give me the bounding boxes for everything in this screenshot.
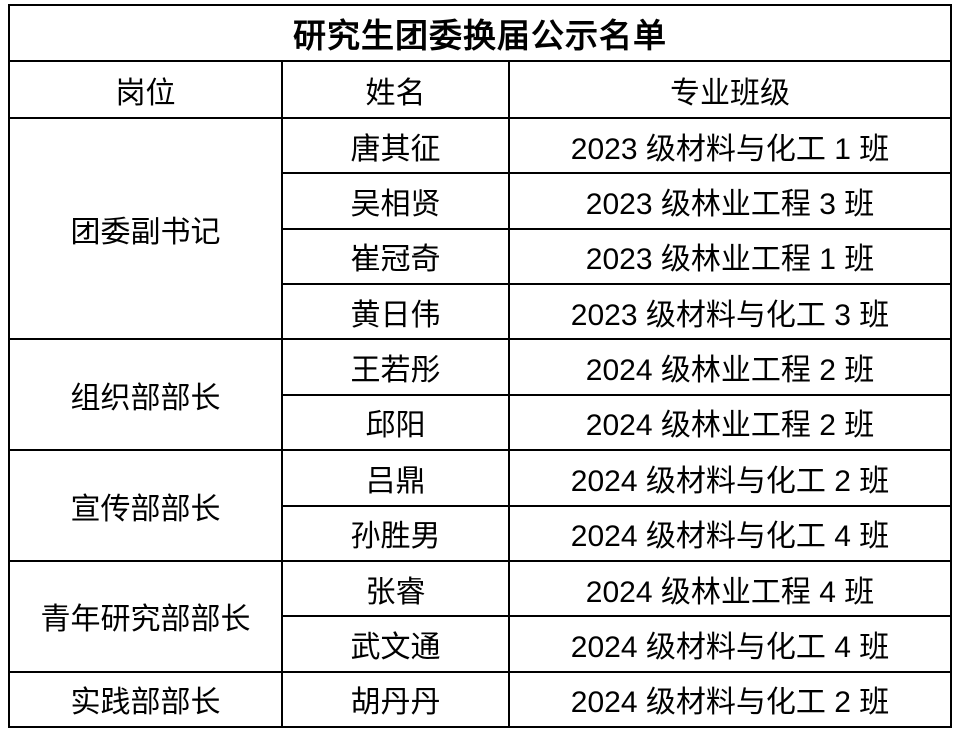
class-cell: 2023 级林业工程 3 班 — [508, 172, 952, 230]
table-row: 孙胜男 2024 级材料与化工 4 班 — [9, 504, 952, 562]
class-cell: 2023 级材料与化工 3 班 — [508, 283, 952, 341]
table-header-row: 岗位 姓名 专业班级 — [8, 60, 952, 119]
table-row: 青年研究部部长 张睿 2024 级林业工程 4 班 — [8, 559, 952, 673]
class-cell: 2024 级林业工程 2 班 — [508, 393, 952, 452]
table-row: 武文通 2024 级材料与化工 4 班 — [9, 615, 952, 673]
table-row: 组织部部长 王若彤 2024 级林业工程 2 班 — [8, 338, 952, 452]
class-cell: 2023 级林业工程 1 班 — [508, 227, 952, 286]
name-cell: 吕鼎 — [281, 449, 510, 507]
table-title-row: 研究生团委换届公示名单 — [8, 4, 952, 62]
name-cell: 吴相贤 — [281, 172, 510, 230]
class-cell: 2024 级林业工程 2 班 — [508, 338, 952, 396]
position-cell: 实践部部长 — [8, 670, 283, 729]
name-cell: 崔冠奇 — [281, 227, 510, 286]
name-cell: 武文通 — [281, 615, 510, 673]
table-row: 吴相贤 2023 级林业工程 3 班 — [9, 172, 952, 230]
table-row: 实践部部长 胡丹丹 2024 级材料与化工 2 班 — [8, 670, 952, 729]
table-row: 黄日伟 2023 级材料与化工 3 班 — [9, 283, 952, 341]
column-header-name: 姓名 — [281, 60, 510, 119]
position-cell: 宣传部部长 — [8, 449, 283, 562]
class-cell: 2024 级材料与化工 2 班 — [508, 449, 952, 507]
class-cell: 2024 级材料与化工 4 班 — [508, 504, 952, 562]
table-title: 研究生团委换届公示名单 — [8, 4, 952, 62]
column-header-class: 专业班级 — [508, 60, 952, 119]
table-row: 崔冠奇 2023 级林业工程 1 班 — [9, 227, 952, 286]
roster-table: 研究生团委换届公示名单 岗位 姓名 专业班级 团委副书记 唐其征 2023 级材… — [8, 4, 952, 729]
name-cell: 孙胜男 — [281, 504, 510, 562]
position-cell: 团委副书记 — [8, 116, 283, 341]
table-row: 邱阳 2024 级林业工程 2 班 — [9, 393, 952, 452]
name-cell: 邱阳 — [281, 393, 510, 452]
name-cell: 唐其征 — [281, 116, 510, 175]
name-cell: 王若彤 — [281, 338, 510, 396]
position-cell: 青年研究部部长 — [8, 559, 283, 673]
name-cell: 胡丹丹 — [281, 670, 510, 729]
class-cell: 2024 级材料与化工 4 班 — [508, 615, 952, 673]
position-cell: 组织部部长 — [8, 338, 283, 452]
table-row: 宣传部部长 吕鼎 2024 级材料与化工 2 班 — [8, 449, 952, 562]
class-cell: 2024 级材料与化工 2 班 — [508, 670, 952, 729]
column-header-position: 岗位 — [8, 60, 283, 119]
name-cell: 黄日伟 — [281, 283, 510, 341]
name-cell: 张睿 — [281, 559, 510, 618]
table-row: 团委副书记 唐其征 2023 级材料与化工 1 班 — [8, 116, 952, 341]
class-cell: 2024 级林业工程 4 班 — [508, 559, 952, 618]
class-cell: 2023 级材料与化工 1 班 — [508, 116, 952, 175]
